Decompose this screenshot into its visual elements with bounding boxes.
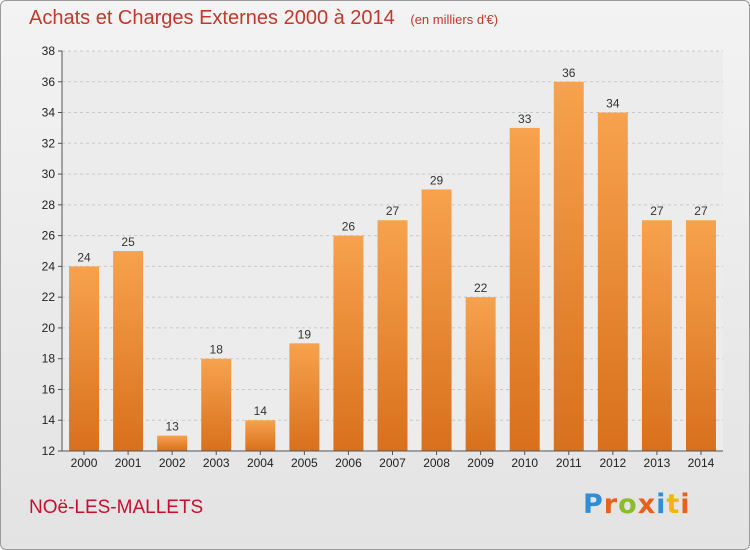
x-tick-label: 2005 [291,456,318,470]
y-tick-label: 16 [42,382,56,396]
bar [597,112,628,452]
bar-value-label: 18 [210,343,224,357]
chart-title: Achats et Charges Externes 2000 à 2014 (… [29,7,498,30]
bar [289,343,320,451]
x-tick-label: 2011 [556,456,582,470]
x-tick-label: 2006 [335,456,362,470]
x-tick-label: 2002 [159,456,186,470]
logo-letter: r [603,489,619,520]
x-tick-label: 2008 [423,456,450,470]
y-tick-label: 20 [42,321,56,335]
bar [333,235,364,451]
bar-value-label: 14 [254,404,268,418]
logo-letter: i [656,489,667,520]
bar-value-label: 27 [694,204,708,218]
bar [553,81,584,452]
x-tick-label: 2004 [247,456,274,470]
bar [157,435,188,451]
bar-value-label: 27 [386,204,400,218]
logo-letter: t [666,489,681,520]
bar-value-label: 33 [518,112,532,126]
y-tick-label: 14 [42,413,56,427]
logo-letter: o [618,489,638,520]
logo-letter: x [637,489,657,520]
y-tick-label: 34 [42,106,56,120]
y-tick-label: 26 [42,229,56,243]
bar [113,251,144,451]
logo-letter: P [583,489,604,520]
bar [377,220,408,451]
proxiti-logo[interactable]: Proxiti [583,489,691,520]
y-tick-label: 28 [42,198,56,212]
bar-value-label: 27 [650,204,664,218]
bar-value-label: 36 [562,66,576,80]
bar [465,297,496,451]
bar-value-label: 19 [298,327,312,341]
bar-value-label: 13 [165,420,179,434]
commune-name: NOë-LES-MALLETS [29,497,204,518]
bar [69,266,100,451]
chart-title-text: Achats et Charges Externes 2000 à 2014 [29,7,395,29]
bar [685,220,716,451]
x-axis: 2000 2001 2002 2003 2004 2005 2006 2007 2008 2009… [62,450,723,470]
x-tick-label: 2013 [644,456,671,470]
bar-value-label: 29 [430,173,444,187]
bar-value-label: 25 [121,235,135,249]
x-tick-label: 2000 [71,456,98,470]
y-tick-label: 18 [42,352,56,366]
bar [201,358,232,451]
bars: 24 25 13 18 14 19 26 27 29 22 33 36 34 27 27 [69,66,716,452]
y-tick-label: 32 [42,136,56,150]
bar-value-label: 34 [606,97,620,111]
bar-value-label: 22 [474,281,488,295]
bar-value-label: 26 [342,220,356,234]
y-tick-label: 22 [42,290,56,304]
bar [509,127,540,451]
x-tick-label: 2003 [203,456,230,470]
x-tick-label: 2014 [688,456,715,470]
logo-letter: i [680,489,691,520]
y-tick-label: 24 [42,259,56,273]
y-tick-label: 36 [42,75,56,89]
x-tick-label: 2012 [599,456,626,470]
bar-value-label: 24 [77,250,91,264]
x-tick-label: 2009 [467,456,494,470]
bar [245,420,276,451]
y-tick-label: 30 [42,167,56,181]
bar [641,220,672,451]
x-tick-label: 2001 [115,456,142,470]
y-tick-label: 12 [42,444,56,458]
bar [421,189,452,451]
chart-subtitle: (en milliers d'€) [410,12,499,27]
y-axis: 12 14 16 18 20 22 24 26 28 30 32 34 36 38 [42,44,63,458]
y-tick-label: 38 [42,44,56,58]
x-tick-label: 2010 [511,456,538,470]
x-tick-label: 2007 [379,456,406,470]
